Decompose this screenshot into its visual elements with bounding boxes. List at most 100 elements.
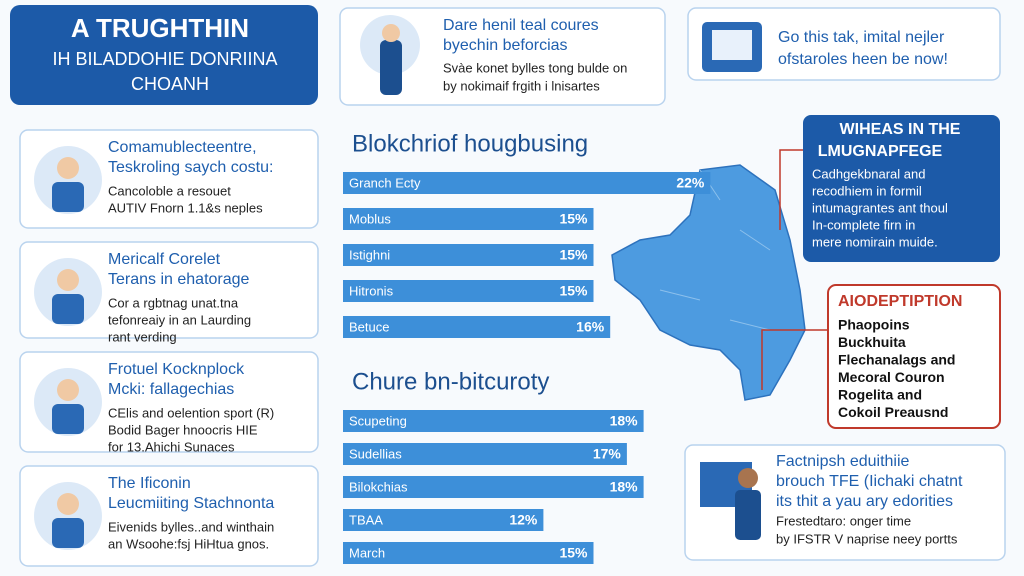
bar-value: 15% [559,283,588,299]
card-text: for 13.Ahichi Sunaces [108,439,235,454]
bar [343,443,627,465]
card-text: an Wsoohe:fsj HiHtua gnos. [108,536,269,551]
card-title: Terans in ehatorage [108,271,250,288]
bar-value: 18% [610,479,639,495]
red-item: Cokoil Preausnd [838,404,948,420]
card [687,7,1001,81]
bar [343,244,594,266]
info-box [803,115,1000,262]
red-item: Phaopoins [838,317,910,333]
card-text: by IFSTR V naprise neey portts [776,531,958,546]
card-title: Leucmiiting Stachnonta [108,495,274,512]
icon [738,468,758,488]
icon [57,493,79,515]
icon [34,146,102,214]
icon [382,24,400,42]
map [611,164,806,401]
card-title: Mericalf Corelet [108,251,221,268]
bar [343,410,644,432]
bar-category: Scupeting [349,413,407,428]
bar [343,208,594,230]
card-title: byechin beforcias [443,37,568,54]
card [19,465,319,567]
info-text: In-complete firn in [812,217,915,232]
bar-value: 12% [509,512,538,528]
card [19,241,319,339]
bar [343,172,711,194]
header-line: IH BILADDOHIE DONRIINA [52,49,277,69]
bar-category: Moblus [349,211,391,226]
bar [343,542,594,564]
bar-category: TBAA [349,512,383,527]
card [19,129,319,229]
bar-category: Betuce [349,319,389,334]
chart-title: Blokchriof hougbusing [352,130,588,157]
card [339,7,666,106]
card-title: Teskroling saych costu: [108,159,273,176]
header-box [10,5,318,105]
info-text: recodhiem in formil [812,183,922,198]
card-text: Bodid Bager hnoocris HIE [108,422,258,437]
header-line: CHOANH [131,74,209,94]
card-text: by nokimaif frgith i lnisartes [443,78,600,93]
header-line: A TRUGHTHIN [71,13,249,43]
icon [57,157,79,179]
card-text: AUTIV Fnorn 1.1&s neples [108,200,263,215]
red-item: Flechanalags and [838,352,955,368]
icon [57,379,79,401]
card-text: Cor a rgbtnag unat.tna [108,295,239,310]
card-title: Factnipsh eduithiie [776,453,910,470]
bar-value: 15% [559,211,588,227]
card-text: CElis and oelention sport (R) [108,405,274,420]
icon [52,182,84,212]
red-item: Rogelita and [838,387,922,403]
info-title: LMUGNAPFEGE [818,143,943,160]
card-title: The Ificonin [108,475,191,492]
bar-category: March [349,545,385,560]
bar [343,280,594,302]
bar [343,509,544,531]
red-item: Buckhuita [838,334,906,350]
bar-value: 22% [676,175,705,191]
card-text: rant verding [108,329,177,344]
icon [34,258,102,326]
info-text: mere nomirain muide. [812,234,938,249]
bar-category: Sudellias [349,446,402,461]
icon [735,490,761,540]
info-text: intumagrantes ant thoul [812,200,948,215]
icon [57,269,79,291]
bar-category: Hitronis [349,283,394,298]
left-column: Comamublecteentre, Teskroling saych costu… [19,129,319,567]
info-text: Cadhgekbnaral and [812,166,925,181]
icon [380,40,402,95]
red-title: AIODEPTIPTION [838,293,962,310]
bar [343,476,644,498]
card-title: brouch TFE (Iichaki chatnt [776,473,963,490]
card-text: tefonreaiy in an Laurding [108,312,251,327]
connector [779,149,803,230]
icon [712,30,752,60]
red-box [827,284,1001,429]
card-title: Mcki: fallagechias [108,381,234,398]
bar-category: Istighni [349,247,390,262]
bar-value: 15% [559,247,588,263]
card-text: Eivenids bylles..and winthain [108,519,274,534]
bar-value: 18% [610,413,639,429]
bar-value: 16% [576,319,605,335]
card-title: Dare henil teal coures [443,17,599,34]
bar-category: Bilokchias [349,479,408,494]
card [684,444,1006,561]
bar-value: 15% [559,545,588,561]
card-text: Cancoloble a resouet [108,183,231,198]
card-title: Frotuel Kocknplock [108,361,245,378]
charts: Blokchriof hougbusing Granch Ecty 22% Moblu… [343,130,711,564]
info-title: WIHEAS IN THE [840,121,961,138]
card-title: ofstaroles heen be now! [778,51,948,68]
card-title: its thit a yau ary edorities [776,493,953,510]
card-title: Comamublecteentre, [108,139,257,156]
card-text: Frestedtaro: onger time [776,513,911,528]
bar [343,316,611,338]
icon [52,294,84,324]
